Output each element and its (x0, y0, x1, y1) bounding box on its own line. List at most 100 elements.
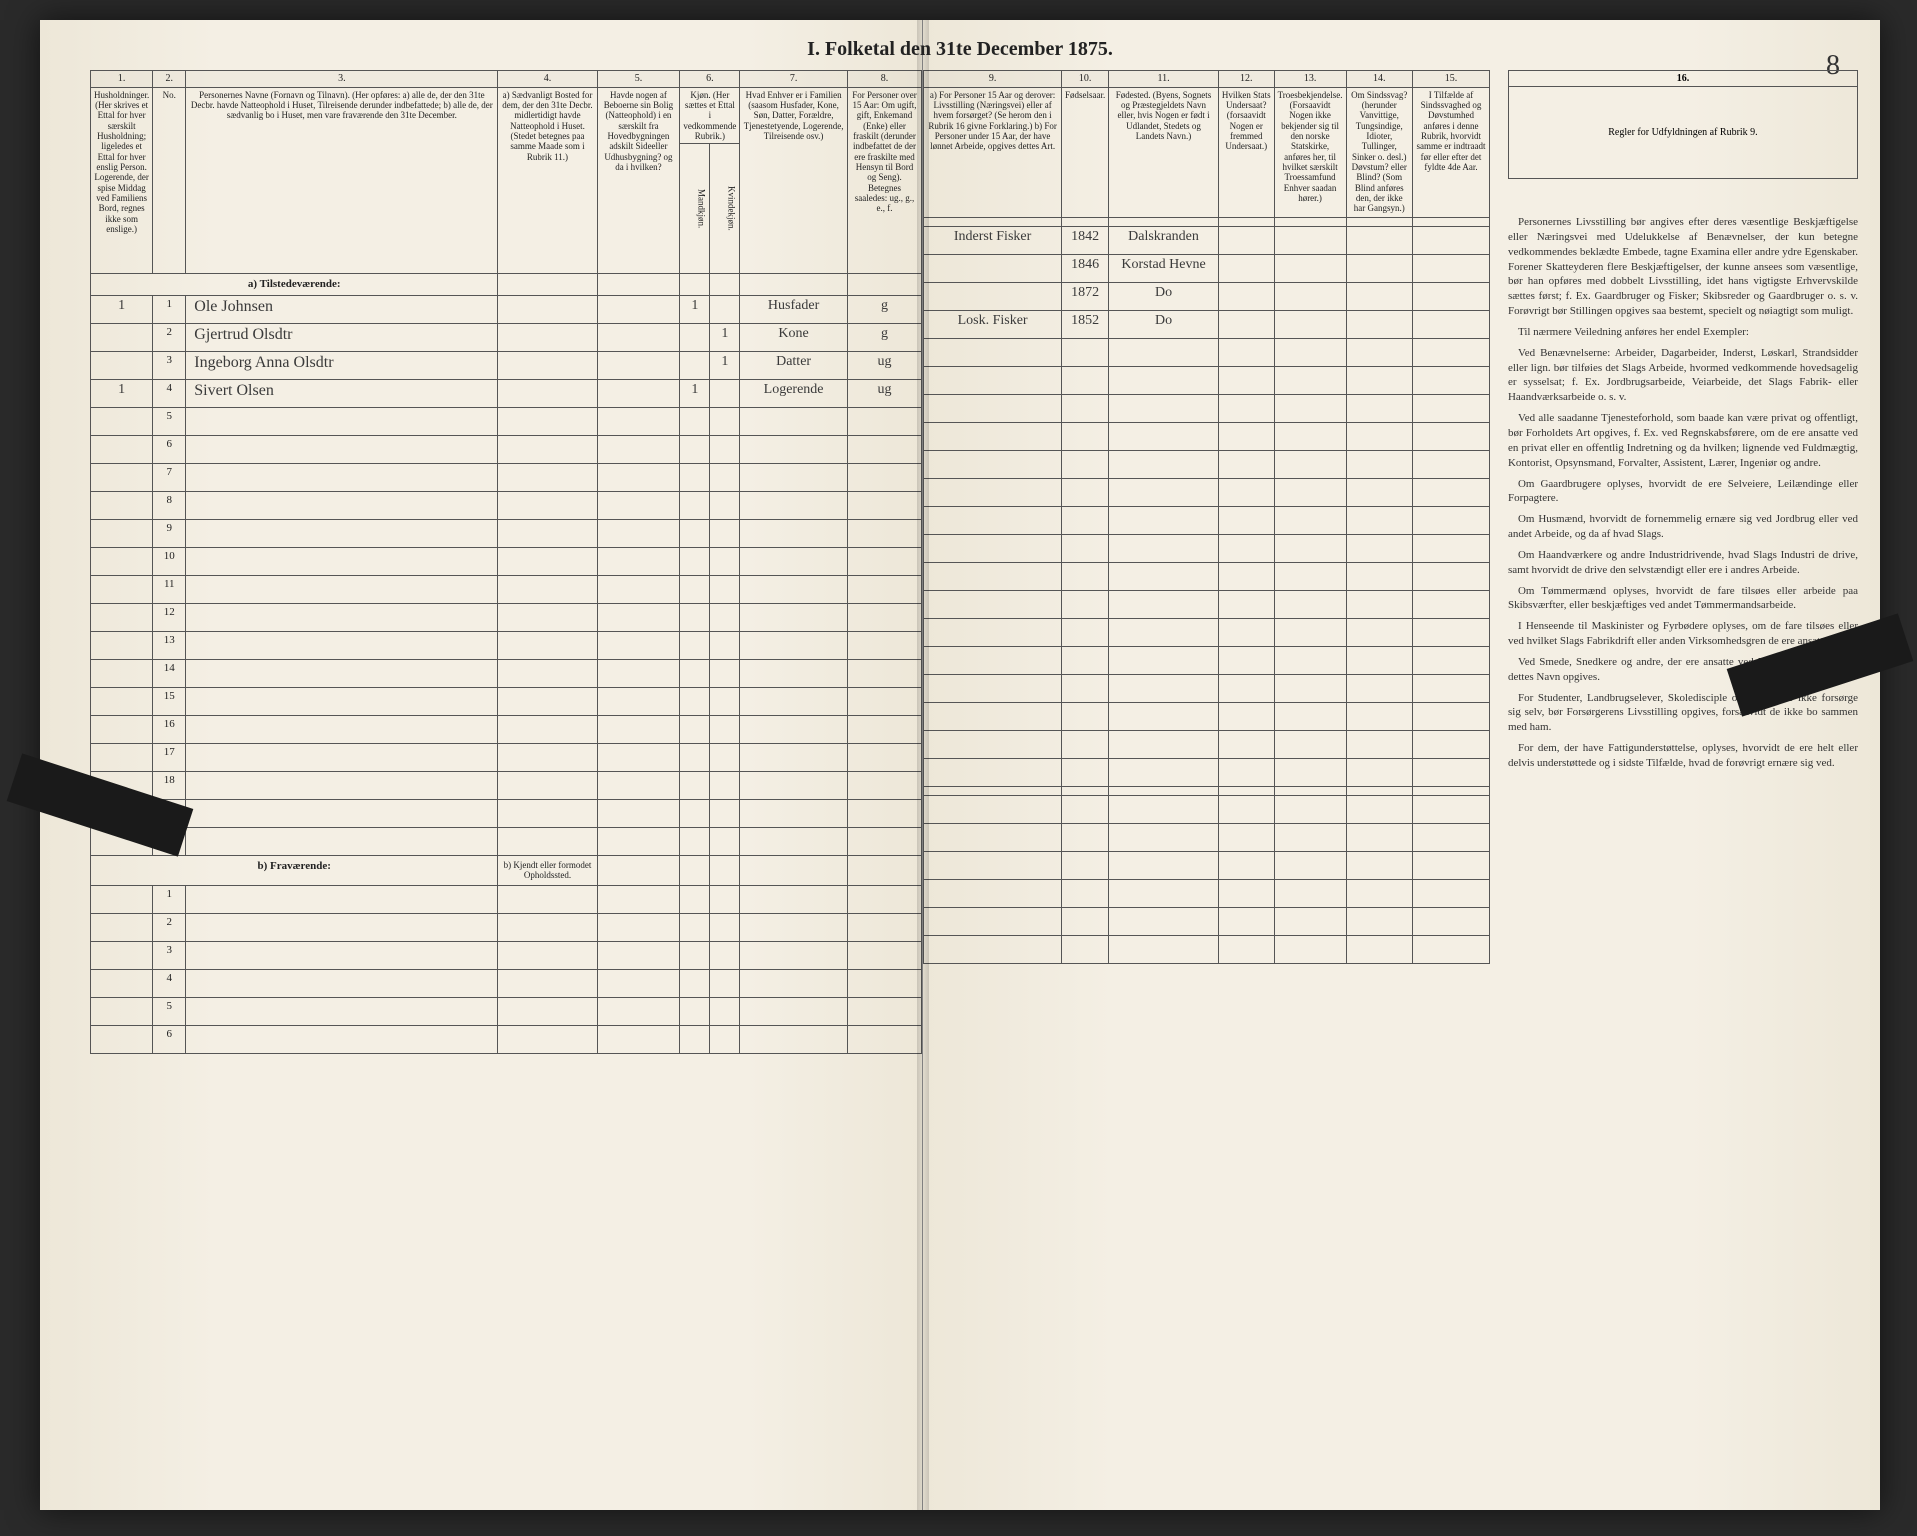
cell-res (498, 715, 597, 743)
table-row: Inderst Fisker1842Dalskranden (924, 226, 1490, 254)
cell-stat (847, 771, 921, 799)
cell-stat (847, 827, 921, 855)
left-page: 1.2.3.4.5.6.7.8.Husholdninger. (Her skri… (40, 20, 923, 1510)
cell-no: 2 (153, 323, 186, 351)
colnum: 10. (1061, 71, 1108, 88)
cell-occ: Losk. Fisker (924, 310, 1062, 338)
cell-fam (740, 519, 847, 547)
colhead: Husholdninger. (Her skrives et Ettal for… (91, 87, 153, 274)
colnum: 4. (498, 71, 597, 88)
cell-res (498, 435, 597, 463)
cell-bld (597, 351, 680, 379)
cell-bld (597, 771, 680, 799)
table-row: 1846Korstad Hevne (924, 254, 1490, 282)
cell-year (1061, 534, 1108, 562)
cell-hh (91, 519, 153, 547)
cell-bld (597, 323, 680, 351)
cell-fam (740, 659, 847, 687)
cell-fam (740, 743, 847, 771)
cell-name (186, 687, 498, 715)
cell-stat (847, 547, 921, 575)
cell-place: Do (1109, 282, 1219, 310)
cell-fam (740, 435, 847, 463)
cell-place: Do (1109, 310, 1219, 338)
cell-place (1109, 674, 1219, 702)
cell-bld (597, 715, 680, 743)
cell-place (1109, 450, 1219, 478)
cell-bld (597, 743, 680, 771)
colnum: 3. (186, 71, 498, 88)
cell-k (710, 519, 740, 547)
cell-bld (597, 491, 680, 519)
cell-no: 3 (153, 351, 186, 379)
cell-res (498, 827, 597, 855)
cell-stat (847, 435, 921, 463)
table-row: 11Ole Johnsen1Husfaderg (91, 295, 922, 323)
section-a: a) Tilstedeværende: (91, 274, 498, 296)
table-row (924, 366, 1490, 394)
cell-stat: ug (847, 379, 921, 407)
cell-k (710, 659, 740, 687)
cell-no: 17 (153, 743, 186, 771)
cell-fam (740, 491, 847, 519)
cell-no: 10 (153, 547, 186, 575)
cell-place (1109, 422, 1219, 450)
cell-k (710, 295, 740, 323)
cell-bld (597, 463, 680, 491)
cell-k (710, 771, 740, 799)
cell-fam (740, 547, 847, 575)
table-row (924, 394, 1490, 422)
cell-place (1109, 366, 1219, 394)
cell-k (710, 827, 740, 855)
cell-fam: Husfader (740, 295, 847, 323)
cell-res (498, 407, 597, 435)
cell-k: 1 (710, 323, 740, 351)
cell-res (498, 631, 597, 659)
cell-m (680, 351, 710, 379)
cell-res (498, 351, 597, 379)
cell-bld (597, 603, 680, 631)
colhead: Hvilken Stats Undersaat? (forsaavidt Nog… (1218, 87, 1274, 217)
cell-occ (924, 646, 1062, 674)
cell-no: 11 (153, 575, 186, 603)
table-row: 17 (91, 743, 922, 771)
cell-hh (91, 435, 153, 463)
colhead: Fødested. (Byens, Sognets og Præstegjeld… (1109, 87, 1219, 217)
instruction-para: Om Haandværkere og andre Industridrivend… (1508, 548, 1858, 578)
table-row (924, 730, 1490, 758)
sex-m: Mandkjøn. (680, 144, 710, 274)
cell-no: 6 (153, 1025, 186, 1053)
cell-no: 4 (153, 379, 186, 407)
colnum: 15. (1413, 71, 1490, 88)
cell-hh (91, 715, 153, 743)
cell-fam (740, 575, 847, 603)
cell-place (1109, 506, 1219, 534)
cell-occ (924, 338, 1062, 366)
cell-year: 1846 (1061, 254, 1108, 282)
cell-k: 1 (710, 351, 740, 379)
cell-occ: Inderst Fisker (924, 226, 1062, 254)
cell-fam (740, 603, 847, 631)
cell-hh (91, 687, 153, 715)
table-row: 2Gjertrud Olsdtr1Koneg (91, 323, 922, 351)
cell-res (498, 771, 597, 799)
cell-place (1109, 646, 1219, 674)
cell-bld (597, 435, 680, 463)
cell-k (710, 575, 740, 603)
cell-fam (740, 771, 847, 799)
cell-fam (740, 687, 847, 715)
colhead: Personernes Navne (Fornavn og Tilnavn). … (186, 87, 498, 274)
table-row (924, 879, 1490, 907)
cell-fam (740, 407, 847, 435)
cell-k (710, 743, 740, 771)
cell-place (1109, 478, 1219, 506)
cell-bld (597, 547, 680, 575)
colnum: 12. (1218, 71, 1274, 88)
instruction-para: Om Husmænd, hvorvidt de fornemmelig ernæ… (1508, 512, 1858, 542)
section-b: b) Fraværende: (91, 855, 498, 885)
cell-no: 1 (153, 885, 186, 913)
colhead: Fødselsaar. (1061, 87, 1108, 217)
cell-stat (847, 715, 921, 743)
colnum: 2. (153, 71, 186, 88)
cell-stat (847, 687, 921, 715)
